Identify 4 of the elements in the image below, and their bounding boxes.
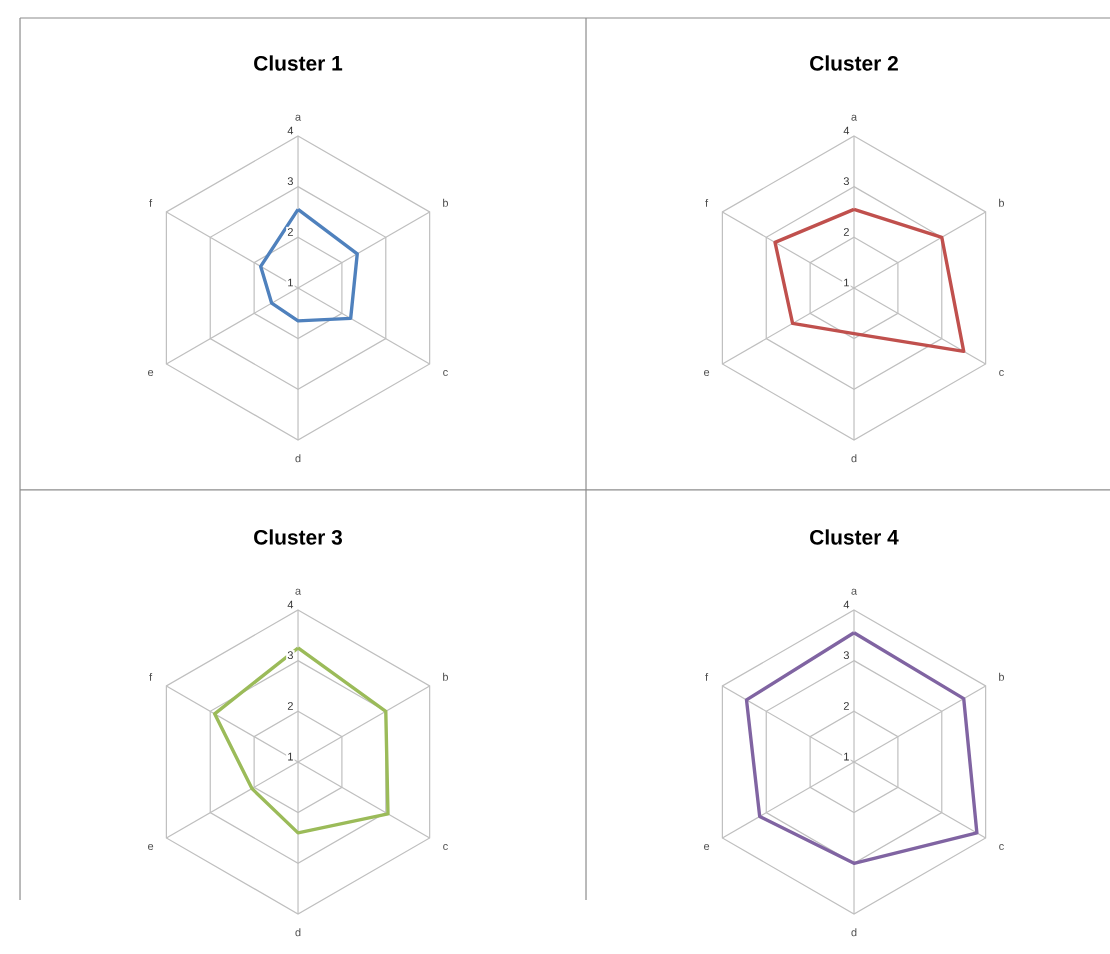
chart-title: Cluster 1 [254,55,343,71]
chart-title: Cluster 4 [810,529,899,545]
chart-title: Cluster 3 [254,529,342,545]
chart-title: Cluster 2 [810,55,898,71]
